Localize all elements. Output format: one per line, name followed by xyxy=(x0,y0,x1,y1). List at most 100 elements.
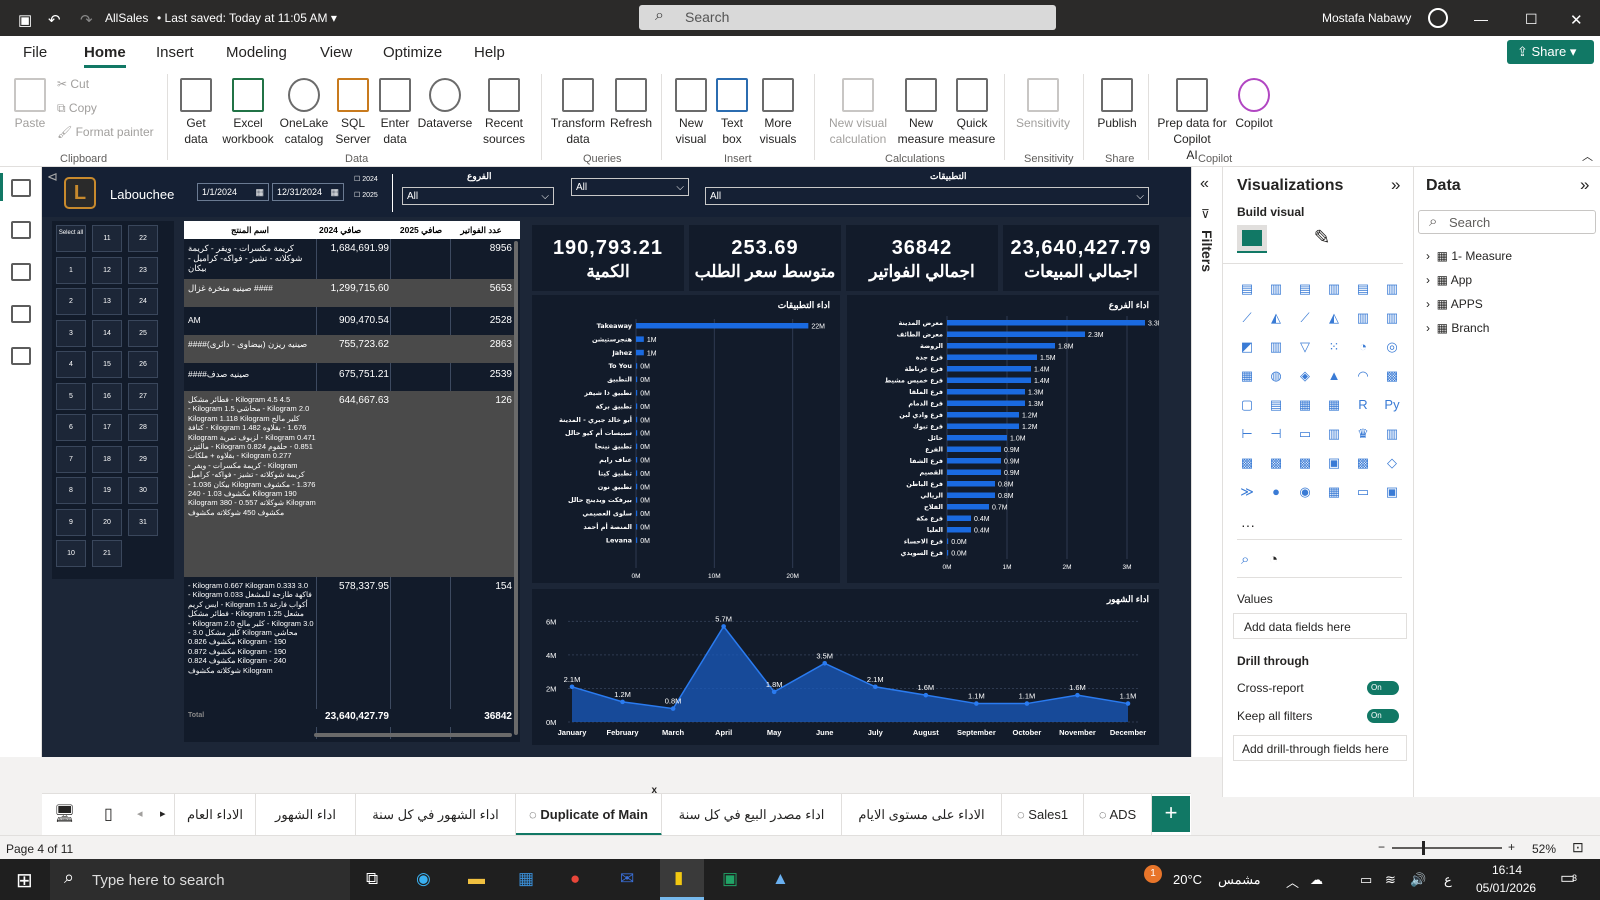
decomposition-tree-icon[interactable]: ⊣ xyxy=(1270,426,1282,441)
clustered-bar-icon[interactable]: ▤ xyxy=(1298,281,1312,296)
qa-icon[interactable]: ▭ xyxy=(1298,426,1312,441)
table-row[interactable]: صينيه ريزن (بيضاوى - دائرى)#### 755,723.6… xyxy=(184,335,516,363)
custom-image-icon[interactable]: ▣ xyxy=(1385,484,1399,499)
python-visual-icon[interactable]: Py xyxy=(1384,397,1400,412)
weather-temp[interactable]: 20°C xyxy=(1173,872,1203,887)
collapse-ribbon-icon[interactable]: ︿ xyxy=(1582,151,1593,163)
tab-monthly-performance[interactable]: اداء الشهور xyxy=(256,794,356,836)
tab-source-per-year[interactable]: اداء مصدر البيع في كل سنة xyxy=(662,794,842,836)
100-area-icon[interactable]: ◭ xyxy=(1329,310,1339,325)
zoom-in-icon[interactable]: + xyxy=(1508,840,1516,854)
model-view-icon[interactable] xyxy=(11,263,31,281)
minimize-icon[interactable]: — xyxy=(1474,11,1488,27)
copilot-button[interactable]: Copilot xyxy=(1228,78,1280,131)
search-icon[interactable]: ⌕ xyxy=(1241,551,1250,568)
day-2[interactable]: 2 xyxy=(56,288,86,315)
input-language[interactable]: ع xyxy=(1444,872,1452,887)
edge-icon[interactable]: ◉ xyxy=(416,869,431,888)
share-button[interactable]: ⇪ Share ▾ xyxy=(1507,40,1594,64)
r-visual-icon[interactable]: R xyxy=(1358,397,1368,412)
card-icon[interactable]: ▩ xyxy=(1385,368,1399,383)
keep-filters-toggle[interactable]: On xyxy=(1367,709,1399,723)
saved-status[interactable]: • Last saved: Today at 11:05 AM ▾ xyxy=(157,11,337,25)
data-search-input[interactable]: ⌕ Search xyxy=(1418,210,1596,234)
day-18[interactable]: 18 xyxy=(92,445,122,473)
new-measure-button[interactable]: New measure xyxy=(897,78,945,147)
scroll-left-icon[interactable]: ◂ xyxy=(137,808,143,820)
tab-daily-performance[interactable]: الاداء على مستوى الايام xyxy=(842,794,1002,836)
line-chart-icon[interactable]: ⟋ xyxy=(1242,310,1252,325)
day-3[interactable]: 3 xyxy=(56,319,86,347)
day-6[interactable]: 6 xyxy=(56,414,86,441)
table-app[interactable]: › ▦ App xyxy=(1426,273,1472,287)
apps-slicer-dropdown[interactable]: All ⌵ xyxy=(705,187,1149,205)
radial-icon[interactable]: ◉ xyxy=(1299,484,1311,499)
photos-icon[interactable]: ▲ xyxy=(772,869,789,888)
power-apps-icon[interactable]: ▩ xyxy=(1240,455,1254,470)
ribbon-chart-icon[interactable]: ◩ xyxy=(1240,339,1254,354)
chevron-visual-icon[interactable]: ≫ xyxy=(1240,484,1254,499)
horizontal-scrollbar[interactable] xyxy=(314,733,512,737)
menu-file[interactable]: File xyxy=(23,44,48,61)
values-drop-zone[interactable]: Add data fields here xyxy=(1233,613,1407,639)
publish-button[interactable]: Publish xyxy=(1093,78,1141,131)
table-icon[interactable]: ▦ xyxy=(1298,397,1312,412)
day-28[interactable]: 28 xyxy=(128,414,158,441)
multi-row-card-icon[interactable]: ▤ xyxy=(1269,397,1283,412)
button-slicer-icon[interactable]: ▩ xyxy=(1298,455,1312,470)
more-visuals-button[interactable]: More visuals xyxy=(753,78,803,147)
area-chart-icon[interactable]: ◭ xyxy=(1271,310,1281,325)
gauge-icon[interactable]: ◠ xyxy=(1357,368,1369,383)
report-view-icon[interactable] xyxy=(11,179,31,197)
day-17[interactable]: 17 xyxy=(92,414,122,441)
scroll-right-icon[interactable]: ▸ xyxy=(160,808,166,820)
paste-button[interactable]: Paste xyxy=(10,78,50,131)
col-invoice-count[interactable]: عدد الفواتير xyxy=(460,225,502,235)
file-explorer-icon[interactable]: ▬ xyxy=(468,869,485,888)
transform-data-button[interactable]: Transform data xyxy=(550,78,606,147)
analytics-icon[interactable]: ◔ xyxy=(1269,551,1279,568)
day-10[interactable]: 10 xyxy=(56,540,86,567)
copy-button[interactable]: ⧉ Copy xyxy=(57,100,97,116)
day-8[interactable]: 8 xyxy=(56,477,86,504)
menu-home[interactable]: Home xyxy=(84,44,126,68)
clustered-column-icon[interactable]: ▥ xyxy=(1327,281,1341,296)
maximize-icon[interactable]: ☐ xyxy=(1525,11,1538,27)
col-net-2025[interactable]: صافي 2025 xyxy=(399,225,443,235)
image-icon[interactable]: ▣ xyxy=(1327,455,1341,470)
key-influencers-icon[interactable]: ⊢ xyxy=(1241,426,1253,441)
pie-chart-icon[interactable]: ◔ xyxy=(1359,339,1367,354)
col-product-name[interactable]: اسم المنتج xyxy=(231,225,269,235)
day-24[interactable]: 24 xyxy=(128,288,158,315)
day-5[interactable]: 5 xyxy=(56,382,86,410)
prep-data-button[interactable]: Prep data for Copilot AI xyxy=(1156,78,1228,163)
line-column-icon[interactable]: ▥ xyxy=(1356,310,1370,325)
scatter-icon[interactable]: ⁙ xyxy=(1328,339,1340,354)
format-painter-button[interactable]: 🖌 Format painter xyxy=(57,124,154,140)
desktop-layout-icon[interactable]: 🖥 xyxy=(54,804,76,823)
collapse-right-icon[interactable]: » xyxy=(1580,175,1590,194)
slicer-dropdown[interactable]: All ⌵ xyxy=(571,178,689,196)
day-7[interactable]: 7 xyxy=(56,445,86,473)
table-apps[interactable]: › ▦ APPS xyxy=(1426,297,1483,311)
show-hidden-icons-icon[interactable]: ︿ xyxy=(1286,875,1300,890)
table-measure[interactable]: › ▦ 1- Measure xyxy=(1426,249,1512,263)
taskbar-search[interactable]: ⌕ Type here to search xyxy=(50,859,350,900)
day-27[interactable]: 27 xyxy=(128,382,158,410)
col-net-2024[interactable]: صافي 2024 xyxy=(319,225,362,235)
text-box-button[interactable]: Text box xyxy=(714,78,750,147)
task-view-icon[interactable]: ⧉ xyxy=(366,869,379,888)
table-row[interactable]: 4.5 Kilogram 4.5 - فطائر مشكل Kilogram 2… xyxy=(184,391,516,577)
kpi-icon[interactable]: ▢ xyxy=(1240,397,1254,412)
outlook-icon[interactable]: ✉ xyxy=(620,869,635,888)
day-23[interactable]: 23 xyxy=(128,256,158,284)
volume-icon[interactable]: 🔊 xyxy=(1410,872,1427,887)
shape-icon[interactable]: ▭ xyxy=(1356,484,1370,499)
custom-visual-icon[interactable]: ● xyxy=(1272,484,1280,499)
narrative-icon[interactable]: ▥ xyxy=(1327,426,1341,441)
tab-monthly-per-year[interactable]: اداء الشهور في كل سنة xyxy=(356,794,516,836)
day-19[interactable]: 19 xyxy=(92,477,122,504)
fit-to-page-icon[interactable]: ⊡ xyxy=(1572,839,1584,855)
tab-duplicate-of-main[interactable]: ◌ Duplicate of Main x xyxy=(516,785,662,836)
stacked-column-icon[interactable]: ▥ xyxy=(1269,281,1283,296)
